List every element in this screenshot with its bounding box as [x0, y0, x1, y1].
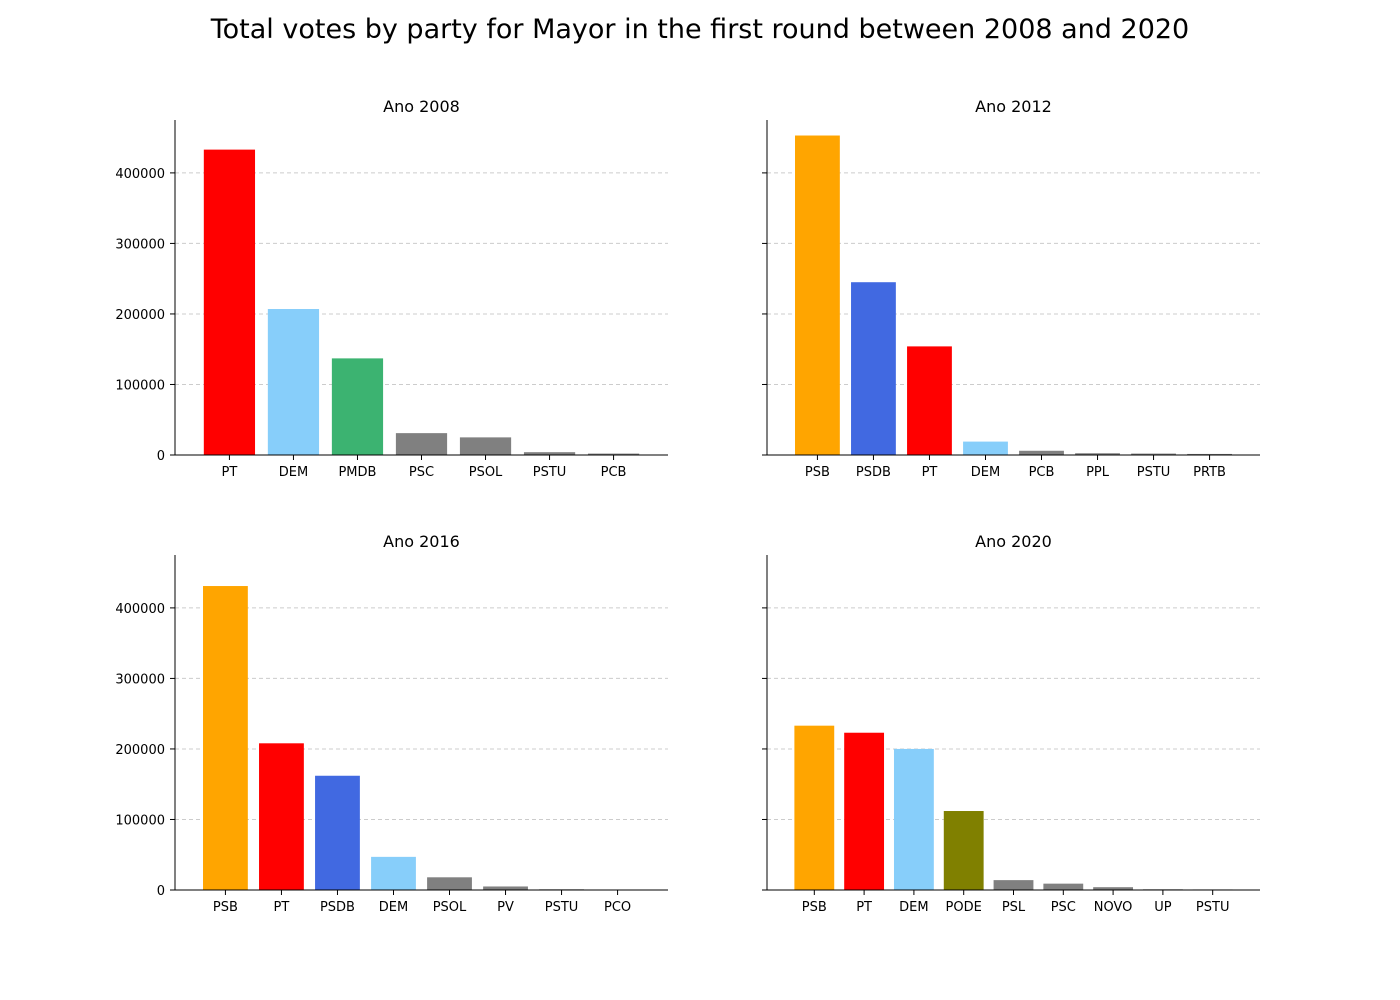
bar-psb — [794, 725, 835, 890]
x-tick-label: PT — [274, 900, 290, 915]
bar-psol — [459, 437, 512, 455]
x-tick-label: PSDB — [856, 465, 891, 480]
x-tick-label: PODE — [946, 900, 982, 915]
x-tick-label: DEM — [279, 465, 308, 480]
bar-pode — [943, 811, 984, 890]
bar-novo — [1093, 887, 1134, 890]
bar-dem — [267, 309, 320, 455]
x-tick-label: PSB — [802, 900, 827, 915]
x-tick-label: DEM — [899, 900, 928, 915]
x-tick-label: PSC — [1051, 900, 1076, 915]
subplot-0: 0 100000 200000 300000 400000 PT DEM PMDB PSC PSO… — [115, 97, 668, 480]
x-tick-label: PSTU — [545, 900, 579, 915]
bar-pcb — [587, 453, 640, 455]
x-tick-label: PSOL — [469, 465, 503, 480]
bar-pt — [203, 149, 256, 456]
bar-dem — [371, 856, 416, 890]
x-tick-label: PSB — [805, 465, 830, 480]
x-tick-label: DEM — [971, 465, 1000, 480]
bar-pt — [259, 743, 304, 890]
bar-psl — [993, 880, 1034, 890]
x-tick-label: PSB — [213, 900, 238, 915]
bar-prtb — [1187, 453, 1232, 455]
bar-psb — [795, 135, 840, 455]
x-tick-label: PRTB — [1193, 465, 1226, 480]
y-tick-label: 200000 — [115, 308, 165, 323]
figure-title: Total votes by party for Mayor in the fi… — [210, 14, 1190, 45]
x-tick-label: PMDB — [338, 465, 376, 480]
y-tick-label: 300000 — [115, 237, 165, 252]
y-tick-label: 400000 — [115, 167, 165, 182]
x-tick-label: PCB — [1029, 465, 1055, 480]
bar-dem — [963, 441, 1008, 455]
bar-pt — [907, 346, 952, 455]
x-tick-label: PSDB — [320, 900, 355, 915]
y-tick-label: 200000 — [115, 743, 165, 758]
y-tick-label: 0 — [157, 884, 165, 899]
subplot-title: Ano 2016 — [383, 532, 460, 551]
x-tick-label: PSL — [1002, 900, 1026, 915]
x-tick-label: PSTU — [1196, 900, 1230, 915]
x-tick-label: UP — [1154, 900, 1172, 915]
bar-pstu — [523, 452, 576, 455]
x-tick-label: DEM — [379, 900, 408, 915]
x-tick-label: PSTU — [1137, 465, 1171, 480]
subplot-2: 0 100000 200000 300000 400000 PSB PT PSDB DEM PSO… — [115, 532, 668, 915]
y-tick-label: 400000 — [115, 602, 165, 617]
subplot-title: Ano 2012 — [975, 97, 1052, 116]
bar-pmdb — [331, 358, 384, 455]
x-tick-label: PT — [222, 465, 238, 480]
bar-ppl — [1075, 453, 1120, 455]
bar-psol — [427, 877, 472, 890]
x-tick-label: PPL — [1086, 465, 1110, 480]
x-tick-label: PSOL — [433, 900, 467, 915]
x-tick-label: PT — [922, 465, 938, 480]
x-tick-label: NOVO — [1094, 900, 1133, 915]
bar-pt — [844, 732, 885, 890]
bar-psdb — [315, 775, 360, 890]
x-tick-label: PSTU — [533, 465, 567, 480]
y-tick-label: 100000 — [115, 813, 165, 828]
x-tick-label: PCO — [604, 900, 631, 915]
bar-pcb — [1019, 450, 1064, 455]
bar-pv — [483, 886, 528, 890]
x-tick-label: PSC — [409, 465, 434, 480]
x-tick-label: PT — [856, 900, 872, 915]
bar-dem — [893, 748, 934, 890]
subplot-title: Ano 2020 — [975, 532, 1052, 551]
bar-pstu — [1131, 453, 1176, 455]
y-tick-label: 0 — [157, 449, 165, 464]
bar-psc — [1043, 883, 1084, 890]
bar-psc — [395, 433, 448, 455]
y-tick-label: 300000 — [115, 672, 165, 687]
bar-psb — [203, 586, 248, 890]
x-tick-label: PCB — [601, 465, 627, 480]
subplot-1: PSB PSDB PT DEM PCB PPL PSTU PRTB Ano 2012 — [762, 97, 1260, 480]
subplot-title: Ano 2008 — [383, 97, 460, 116]
subplot-3: PSB PT DEM PODE PSL PSC NOVO UP PSTU Ano 2020 — [762, 532, 1260, 915]
bar-psdb — [851, 282, 896, 455]
x-tick-label: PV — [497, 900, 514, 915]
y-tick-label: 100000 — [115, 378, 165, 393]
